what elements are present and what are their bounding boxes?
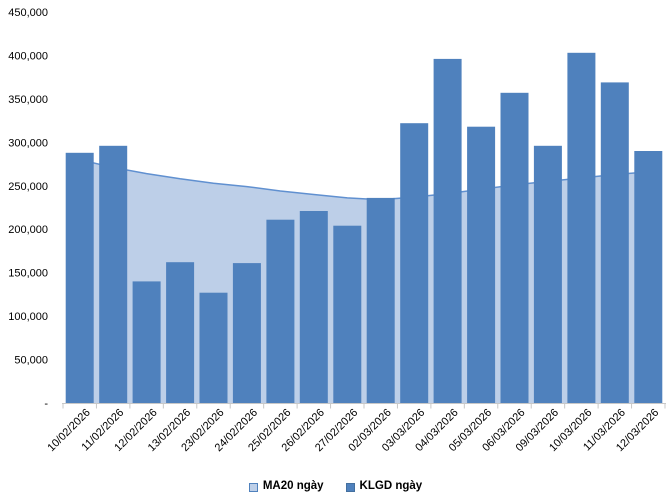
bar-10/02/2026: [65, 152, 94, 403]
y-tick-label: 450,000: [8, 7, 48, 19]
y-tick-label: 200,000: [8, 224, 48, 236]
bar-27/02/2026: [333, 225, 362, 403]
chart-legend: MA20 ngày KLGD ngày: [0, 477, 671, 497]
y-tick-label: 400,000: [8, 50, 48, 62]
bar-04/03/2026: [433, 58, 462, 404]
y-tick-label: 150,000: [8, 268, 48, 280]
bar-12/03/2026: [634, 151, 663, 403]
y-tick-label: 350,000: [8, 94, 48, 106]
bar-24/02/2026: [232, 263, 261, 403]
y-tick-label: 250,000: [8, 181, 48, 193]
ma20-area: [79, 159, 649, 403]
y-tick-label: -: [44, 398, 48, 410]
ma20-swatch-icon: [248, 482, 258, 492]
bar-09/03/2026: [533, 145, 562, 404]
bar-12/02/2026: [132, 281, 161, 403]
legend-label-klgd: KLGD ngày: [359, 480, 423, 493]
bar-10/03/2026: [567, 52, 596, 404]
bar-05/03/2026: [467, 126, 496, 403]
bar-13/02/2026: [166, 262, 195, 403]
legend-label-ma20: MA20 ngày: [262, 480, 324, 493]
legend-item-ma20: MA20 ngày: [248, 480, 324, 493]
bar-02/03/2026: [366, 197, 395, 403]
bar-03/03/2026: [400, 123, 429, 403]
bar-11/02/2026: [99, 145, 128, 404]
bar-25/02/2026: [266, 219, 295, 403]
klgd-swatch-icon: [345, 482, 355, 492]
bar-23/02/2026: [199, 292, 228, 403]
bar-06/03/2026: [500, 92, 529, 404]
bar-11/03/2026: [600, 82, 629, 404]
y-tick-label: 100,000: [8, 311, 48, 323]
y-tick-label: 50,000: [14, 355, 48, 367]
legend-item-klgd: KLGD ngày: [345, 480, 423, 493]
bar-26/02/2026: [299, 211, 328, 403]
y-tick-label: 300,000: [8, 137, 48, 149]
